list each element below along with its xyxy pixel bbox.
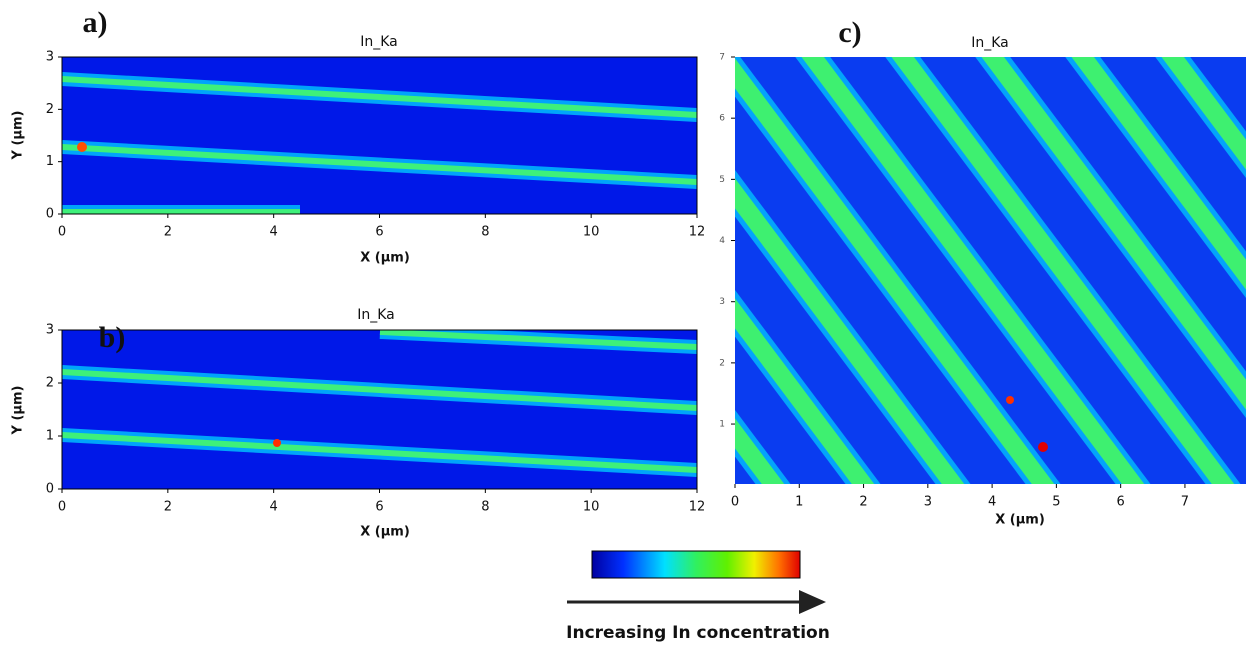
map-b — [62, 330, 697, 489]
panel-label: b) — [99, 321, 126, 354]
x-tick-label: 12 — [689, 500, 706, 515]
x-tick-label: 2 — [859, 495, 867, 510]
x-tick-label: 0 — [731, 495, 739, 510]
stripe — [1161, 57, 1246, 170]
stripe — [981, 57, 1246, 410]
y-tick-label: 1 — [46, 429, 54, 444]
x-tick-label: 5 — [1052, 495, 1060, 510]
x-tick-label: 7 — [1181, 495, 1189, 510]
map-a — [62, 57, 697, 214]
x-tick-label: 6 — [1117, 495, 1125, 510]
y-tick-label: 1 — [46, 154, 54, 169]
y-tick-label: 6 — [719, 114, 725, 124]
y-axis-label: Y (µm) — [11, 386, 26, 436]
x-tick-label: 12 — [689, 225, 706, 240]
panel-title: In_Ka — [360, 34, 398, 50]
x-tick-label: 2 — [164, 225, 172, 240]
x-axis-label: X (µm) — [360, 525, 410, 540]
y-tick-label: 3 — [46, 323, 54, 338]
y-tick-label: 3 — [46, 50, 54, 65]
x-axis-label: X (µm) — [360, 251, 410, 266]
y-tick-label: 0 — [46, 482, 54, 497]
x-tick-label: 4 — [270, 225, 278, 240]
y-tick-label: 2 — [46, 376, 54, 391]
y-tick-label: 3 — [719, 297, 725, 307]
x-tick-label: 8 — [481, 500, 489, 515]
stripe — [891, 57, 1235, 484]
stripe — [801, 57, 1145, 484]
stripe — [735, 298, 875, 484]
x-tick-label: 0 — [58, 225, 66, 240]
colorbar-caption: Increasing In concentration — [566, 623, 830, 643]
x-tick-label: 4 — [270, 500, 278, 515]
x-axis-label: X (µm) — [995, 513, 1045, 528]
map-c — [735, 57, 1246, 484]
panel-title: In_Ka — [971, 35, 1009, 51]
stripe — [735, 178, 965, 484]
x-tick-label: 1 — [795, 495, 803, 510]
x-tick-label: 2 — [164, 500, 172, 515]
x-tick-label: 6 — [375, 500, 383, 515]
y-tick-label: 1 — [719, 420, 725, 430]
x-tick-label: 8 — [481, 225, 489, 240]
y-axis-label: Y (µm) — [11, 111, 26, 161]
y-tick-label: 5 — [719, 175, 725, 185]
x-tick-label: 4 — [988, 495, 996, 510]
panel-label: a) — [83, 6, 108, 39]
stripe — [735, 58, 1055, 484]
y-tick-label: 2 — [46, 102, 54, 117]
x-tick-label: 3 — [924, 495, 932, 510]
x-tick-label: 6 — [375, 225, 383, 240]
y-tick-label: 2 — [719, 358, 725, 368]
panel-title: In_Ka — [357, 307, 395, 323]
stripe — [1071, 57, 1246, 290]
panel-label: c) — [838, 16, 861, 49]
colorbar — [591, 550, 801, 579]
y-tick-label: 4 — [719, 236, 725, 246]
y-tick-label: 0 — [46, 207, 54, 222]
x-tick-label: 0 — [58, 500, 66, 515]
y-tick-label: 7 — [719, 53, 725, 63]
x-tick-label: 10 — [583, 225, 600, 240]
x-tick-label: 10 — [583, 500, 600, 515]
